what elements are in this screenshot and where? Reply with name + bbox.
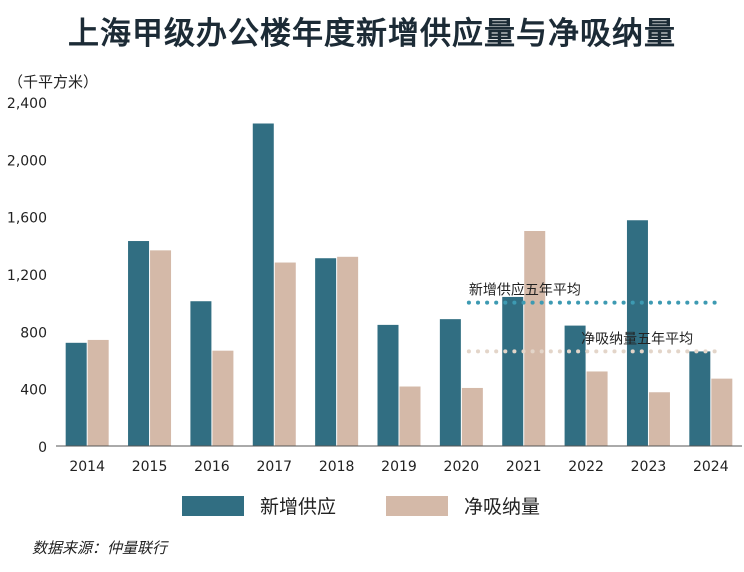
legend-item-absorption: 净吸纳量 <box>386 492 540 519</box>
bar-supply <box>626 220 648 446</box>
bar-supply <box>689 351 711 446</box>
x-tick-label: 2024 <box>693 459 729 475</box>
bar-supply <box>128 241 150 446</box>
bar-absorption <box>150 250 172 446</box>
bar-supply <box>65 342 87 446</box>
bar-absorption <box>337 256 359 446</box>
bar-supply <box>190 301 212 446</box>
bar-absorption <box>212 350 234 446</box>
x-tick-label: 2018 <box>319 459 355 475</box>
x-tick-label: 2017 <box>256 459 292 475</box>
x-tick-label: 2023 <box>631 459 667 475</box>
bar-supply <box>315 258 337 446</box>
reference-label-supply-avg: 新增供应五年平均 <box>469 282 581 299</box>
y-tick-label: 2,000 <box>7 153 47 169</box>
bar-chart: 0 400 800 1,200 1,600 2,000 2,400 2014 2015 2016 2… <box>7 96 742 475</box>
bar-absorption <box>586 371 608 446</box>
legend-swatch-supply <box>182 495 244 516</box>
bar-absorption <box>274 262 296 446</box>
y-tick-label: 0 <box>38 440 47 456</box>
bar-absorption <box>87 339 109 446</box>
bar-absorption <box>711 378 733 446</box>
legend-swatch-absorption <box>386 495 448 516</box>
bar-absorption <box>399 386 421 446</box>
legend-label-absorption: 净吸纳量 <box>464 496 541 518</box>
reference-label-absorption-avg: 净吸纳量五年平均 <box>581 331 693 347</box>
bar-absorption <box>524 231 546 446</box>
legend: 新增供应 净吸纳量 <box>0 492 744 522</box>
x-tick-label: 2021 <box>506 459 542 475</box>
y-tick-label: 2,400 <box>7 96 47 112</box>
legend-item-supply: 新增供应 <box>182 492 336 519</box>
y-tick-label: 800 <box>20 325 47 341</box>
x-tick-label: 2016 <box>194 459 230 475</box>
bar-supply <box>377 324 399 446</box>
bar-supply <box>564 325 586 446</box>
y-tick-label: 1,200 <box>7 268 47 284</box>
chart-title: 上海甲级办公楼年度新增供应量与净吸纳量 <box>68 16 676 52</box>
bar-supply <box>252 123 274 446</box>
legend-label-supply: 新增供应 <box>260 496 337 518</box>
y-tick-label: 1,600 <box>7 211 47 227</box>
x-tick-label: 2015 <box>132 459 168 475</box>
x-tick-label: 2020 <box>444 459 480 475</box>
x-tick-label: 2019 <box>381 459 417 475</box>
y-axis-unit-label: （千平方米） <box>8 73 99 91</box>
bar-supply <box>439 319 461 446</box>
bar-absorption <box>461 387 483 446</box>
y-tick-label: 400 <box>20 383 47 399</box>
bar-absorption <box>648 392 670 446</box>
x-tick-label: 2022 <box>568 459 604 475</box>
source-note: 数据来源：仲量联行 <box>32 539 168 557</box>
bar-supply <box>502 296 524 446</box>
x-tick-label: 2014 <box>69 459 105 475</box>
